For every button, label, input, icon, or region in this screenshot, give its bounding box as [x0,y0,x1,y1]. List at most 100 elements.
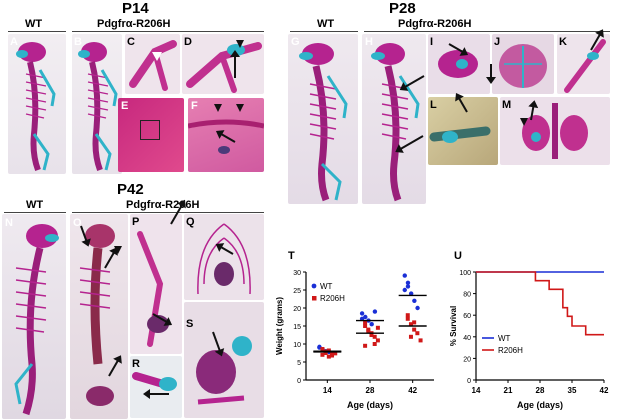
r206h-data-point [326,354,331,359]
r206h-data-point [363,324,368,328]
skeleton-illustration [14,224,59,416]
panel-label-i: I [430,36,434,48]
legend-label-r206h: R206H [498,346,523,355]
limb-illustration [137,231,169,347]
limb-illustration [429,126,491,143]
arrow-icon [234,56,236,78]
legend-label-r206h: R206H [320,294,345,303]
panel-label-t: T [288,250,295,262]
y-tick-label: 15 [293,324,301,331]
x-tick-label: 42 [408,386,417,395]
x-tick-label: 35 [568,386,577,395]
thorax-photo-q [184,214,264,300]
r206h-data-point [366,329,371,334]
group-label-p28-wt: WT [317,18,335,30]
skull-illustration [499,44,547,88]
arrowhead-icon [114,246,122,254]
panel-label-r: R [132,358,140,370]
legend-label-wt: WT [320,282,333,291]
r206h-data-point [369,333,374,337]
divider [72,212,264,213]
skeleton-illustration [299,43,348,202]
open-arrowhead-icon [152,52,162,61]
legend-label-wt: WT [498,334,511,343]
r206h-data-point [412,320,417,325]
panel-label-a: A [10,36,18,48]
skeleton-photo-n [2,214,66,419]
limb-illustration [186,42,262,93]
r206h-data-point [375,325,380,330]
panel-label-f: F [191,100,198,112]
y-tick-label: 60 [463,313,471,320]
panel-label-s: S [186,318,194,330]
shoulder-illustration [438,50,478,78]
wt-data-point [402,287,407,293]
wt-data-point [408,291,414,296]
skeleton-photo-g [288,34,358,204]
x-axis-label: Age (days) [347,400,393,410]
y-axis-label: % Survival [449,306,458,346]
panel-label-j: J [494,36,501,48]
panel-label-n: N [5,217,13,229]
tissue-photo-e [118,98,184,172]
r206h-data-point [372,334,377,339]
divider [364,31,610,32]
arrow-icon [149,393,169,395]
divider [4,212,66,213]
weight-chart: 0 5 10 15 20 25 30 14 28 42 Age (days) Weight (gram… [275,270,434,410]
arrowhead-icon [236,104,244,112]
r206h-data-point [405,316,410,321]
x-tick-label: 14 [323,386,332,395]
r206h-data-point [372,342,377,346]
limb-illustration [132,372,177,391]
thorax-illustration [197,223,251,295]
wt-data-point [372,309,378,314]
r206h-data-point [408,334,413,339]
closeup-photo-i [428,34,490,94]
skeleton-illustration [16,42,56,172]
pelvis-photo-m [500,97,610,165]
skeleton-illustration [78,42,118,172]
panel-label-g: G [291,36,300,48]
panel-label-o: O [73,217,82,229]
arrowhead-icon [236,40,244,48]
wt-data-point [415,305,420,311]
pelvis-photo-s [184,302,264,418]
limb-photo-p [130,214,182,354]
group-label-p42-wt: WT [26,199,44,211]
r206h-data-point [320,347,325,352]
survival-chart: 0 20 40 60 80 100 14 21 28 35 42 Age (days) % Surviv… [449,270,609,410]
x-tick-label: 28 [536,386,545,395]
panel-label-p: P [132,216,140,228]
y-tick-label: 20 [293,306,301,313]
group-label-p14-mutant: Pdgfrα-R206H [97,18,171,30]
r206h-survival-line [476,271,604,336]
skeleton-illustration [371,43,420,202]
panel-label-k: K [559,36,567,48]
wt-data-point [405,284,411,289]
arrowhead-icon [520,118,528,126]
r206h-data-point [415,331,420,336]
divider [8,31,66,32]
r206h-data-point [320,352,325,357]
panel-label-d: D [184,36,192,48]
panel-label-l: L [430,99,437,111]
y-tick-label: 10 [293,342,301,349]
arrowhead-icon [214,104,222,112]
legend-marker-r206h [312,296,317,301]
limb-closeup-d [182,34,264,94]
skeleton-photo-a [8,34,66,174]
x-axis-label: Age (days) [517,400,563,410]
r206h-data-point [326,348,331,353]
tissue-illustration [188,119,264,154]
r206h-data-point [375,338,380,343]
skeleton-photo-o [70,214,128,419]
pelvis-illustration [522,103,588,159]
y-tick-label: 100 [459,270,471,277]
y-tick-label: 20 [463,356,471,363]
panel-label-q: Q [186,216,195,228]
wt-data-point [369,322,374,327]
group-label-p28-mutant: Pdgfrα-R206H [398,18,472,30]
title-p14: P14 [122,0,149,17]
r206h-data-point [333,351,338,356]
